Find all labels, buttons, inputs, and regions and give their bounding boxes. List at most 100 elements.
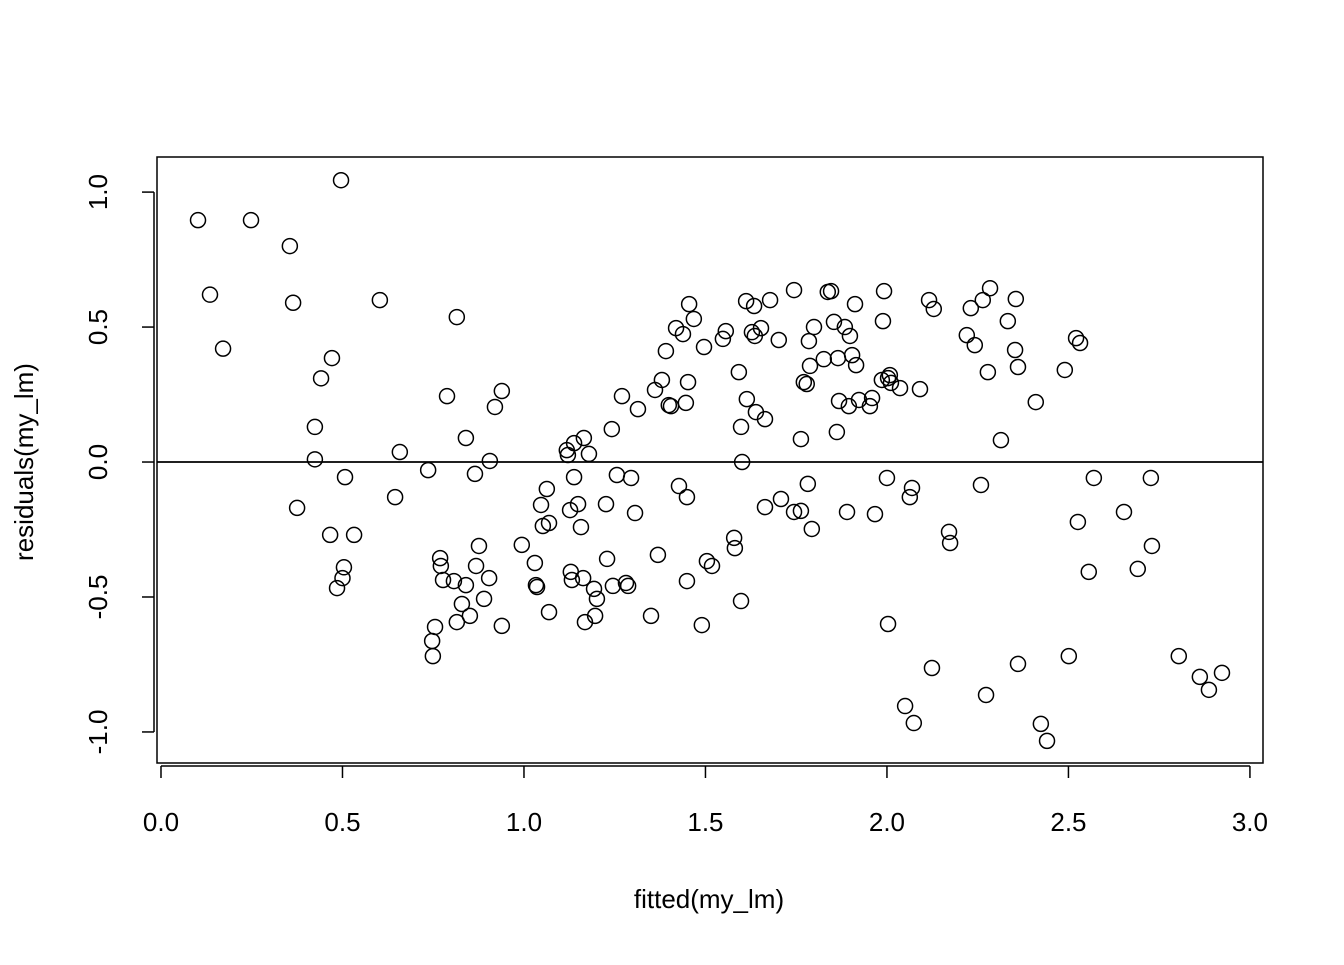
point	[798, 375, 815, 393]
point	[730, 363, 748, 381]
point	[920, 291, 938, 309]
point	[1006, 341, 1024, 359]
point	[585, 580, 603, 598]
point	[242, 211, 260, 229]
point	[528, 578, 546, 596]
point	[576, 613, 594, 631]
point	[598, 550, 616, 568]
point	[756, 498, 774, 516]
point	[575, 429, 593, 447]
x-tick-label: 1.5	[687, 807, 723, 837]
point	[445, 572, 463, 590]
point	[830, 392, 848, 410]
y-axis-label: residuals(my_lm)	[9, 363, 39, 561]
point	[881, 366, 899, 384]
point	[1038, 732, 1056, 750]
point	[461, 607, 479, 625]
point	[486, 398, 504, 416]
point	[891, 379, 909, 397]
point	[703, 557, 721, 575]
point	[836, 318, 854, 336]
point	[336, 468, 354, 486]
point	[1027, 393, 1045, 411]
point	[962, 299, 980, 317]
point	[801, 357, 819, 375]
point	[345, 526, 363, 544]
point	[825, 313, 843, 331]
y-tick-label: 0.0	[83, 444, 113, 480]
point	[838, 503, 856, 521]
point	[565, 468, 583, 486]
point	[586, 607, 604, 625]
point	[617, 574, 635, 592]
point	[569, 495, 587, 513]
point	[540, 514, 558, 532]
x-tick-label: 2.5	[1050, 807, 1086, 837]
point	[371, 291, 389, 309]
point	[608, 466, 626, 484]
point	[785, 281, 803, 299]
point	[1080, 563, 1098, 581]
x-tick-label: 1.0	[506, 807, 542, 837]
point	[201, 286, 219, 303]
point	[829, 349, 847, 367]
point	[306, 451, 324, 468]
point	[972, 476, 990, 494]
point	[1032, 715, 1050, 733]
point	[619, 577, 637, 595]
y-tick-label: 0.5	[83, 309, 113, 345]
point	[657, 342, 675, 360]
point	[923, 659, 941, 677]
point	[1085, 469, 1103, 487]
point	[743, 323, 761, 341]
point	[828, 423, 846, 441]
point	[1060, 647, 1078, 665]
point	[419, 461, 437, 479]
point	[323, 349, 341, 367]
point	[1191, 668, 1209, 686]
point	[732, 592, 750, 610]
point	[312, 370, 330, 387]
point	[1056, 361, 1074, 379]
point	[966, 336, 984, 354]
point	[214, 340, 232, 357]
point	[493, 617, 511, 635]
point	[875, 282, 893, 300]
point	[1143, 537, 1161, 555]
point	[761, 291, 779, 309]
point	[737, 292, 755, 310]
x-axis-label: fitted(my_lm)	[634, 884, 784, 914]
point	[745, 297, 763, 315]
point	[792, 430, 810, 448]
point	[453, 595, 471, 613]
point	[1200, 681, 1218, 699]
point	[424, 647, 442, 665]
point	[540, 603, 558, 621]
point	[940, 523, 958, 541]
point	[756, 410, 774, 428]
point	[457, 429, 475, 447]
point	[874, 312, 892, 330]
point	[288, 499, 306, 517]
point	[846, 295, 864, 313]
point	[538, 480, 556, 498]
point	[714, 330, 732, 348]
point	[626, 504, 644, 522]
point	[679, 373, 697, 391]
point	[470, 537, 488, 555]
point	[649, 546, 667, 564]
point	[480, 569, 498, 587]
point	[999, 312, 1017, 330]
point	[448, 613, 466, 631]
point	[840, 397, 858, 415]
point	[678, 572, 696, 590]
point	[685, 310, 703, 328]
point	[911, 380, 929, 398]
point	[670, 477, 688, 495]
point	[431, 549, 449, 567]
point	[1069, 513, 1087, 531]
point	[901, 488, 919, 506]
point	[466, 465, 484, 483]
point	[574, 569, 592, 587]
